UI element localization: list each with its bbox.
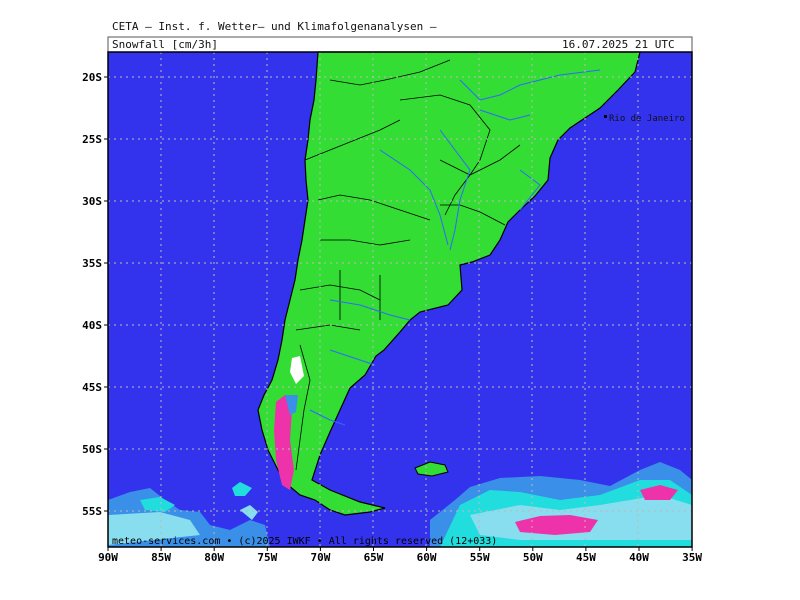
lon-tick-label: 90W xyxy=(98,551,118,564)
lat-tick-label: 30S xyxy=(82,195,102,208)
patagonia-snow-white xyxy=(290,356,304,384)
snow-heavy-core-1 xyxy=(515,515,598,535)
falkland-islands xyxy=(414,461,449,477)
lat-tick-label: 20S xyxy=(82,71,102,84)
lon-tick-label: 50W xyxy=(523,551,543,564)
snow-patch-small-2 xyxy=(240,505,258,520)
lon-tick-label: 85W xyxy=(151,551,171,564)
lat-tick-label: 45S xyxy=(82,381,102,394)
lon-tick-label: 35W xyxy=(682,551,702,564)
snow-patch-small xyxy=(232,482,252,496)
lat-tick-label: 50S xyxy=(82,443,102,456)
lon-axis: 90W 85W 80W 75W 70W 65W 60W 55W 50W 45W 40W 35W xyxy=(98,547,702,564)
lat-tick-label: 35S xyxy=(82,257,102,270)
city-marker xyxy=(604,115,607,118)
map-frame xyxy=(107,51,693,548)
patagonia-snow-blue xyxy=(285,395,298,415)
institute-title: CETA — Inst. f. Wetter— und Klimafolgena… xyxy=(112,20,437,33)
valid-time: 16.07.2025 21 UTC xyxy=(562,38,675,51)
snow-heavy-core-2 xyxy=(640,485,678,500)
snow-patch-west xyxy=(140,497,175,512)
graticule xyxy=(108,52,692,547)
lon-tick-label: 75W xyxy=(257,551,277,564)
snowfall-field xyxy=(108,462,692,547)
credit-line: meteo-services.com • (c)2025 IWKF • All … xyxy=(112,536,497,547)
patagonia-snow-heavy xyxy=(274,395,294,490)
lat-tick-label: 55S xyxy=(82,505,102,518)
snow-area-west-light xyxy=(108,512,200,545)
city-label: Rio de Janeiro xyxy=(609,114,685,124)
lon-tick-label: 55W xyxy=(470,551,490,564)
lon-tick-label: 80W xyxy=(204,551,224,564)
south-america xyxy=(257,51,641,516)
lat-axis: 20S 25S 30S 35S 40S 45S 50S 55S xyxy=(82,71,108,518)
lon-tick-label: 65W xyxy=(364,551,384,564)
lat-tick-label: 25S xyxy=(82,133,102,146)
land-area xyxy=(257,51,641,516)
lon-tick-label: 45W xyxy=(576,551,596,564)
lat-tick-label: 40S xyxy=(82,319,102,332)
lon-tick-label: 70W xyxy=(310,551,330,564)
rivers xyxy=(309,69,601,426)
country-borders xyxy=(295,59,521,471)
lon-tick-label: 40W xyxy=(629,551,649,564)
header-box xyxy=(107,36,693,53)
lon-tick-label: 60W xyxy=(417,551,437,564)
parameter-label: Snowfall [cm/3h] xyxy=(112,38,218,51)
